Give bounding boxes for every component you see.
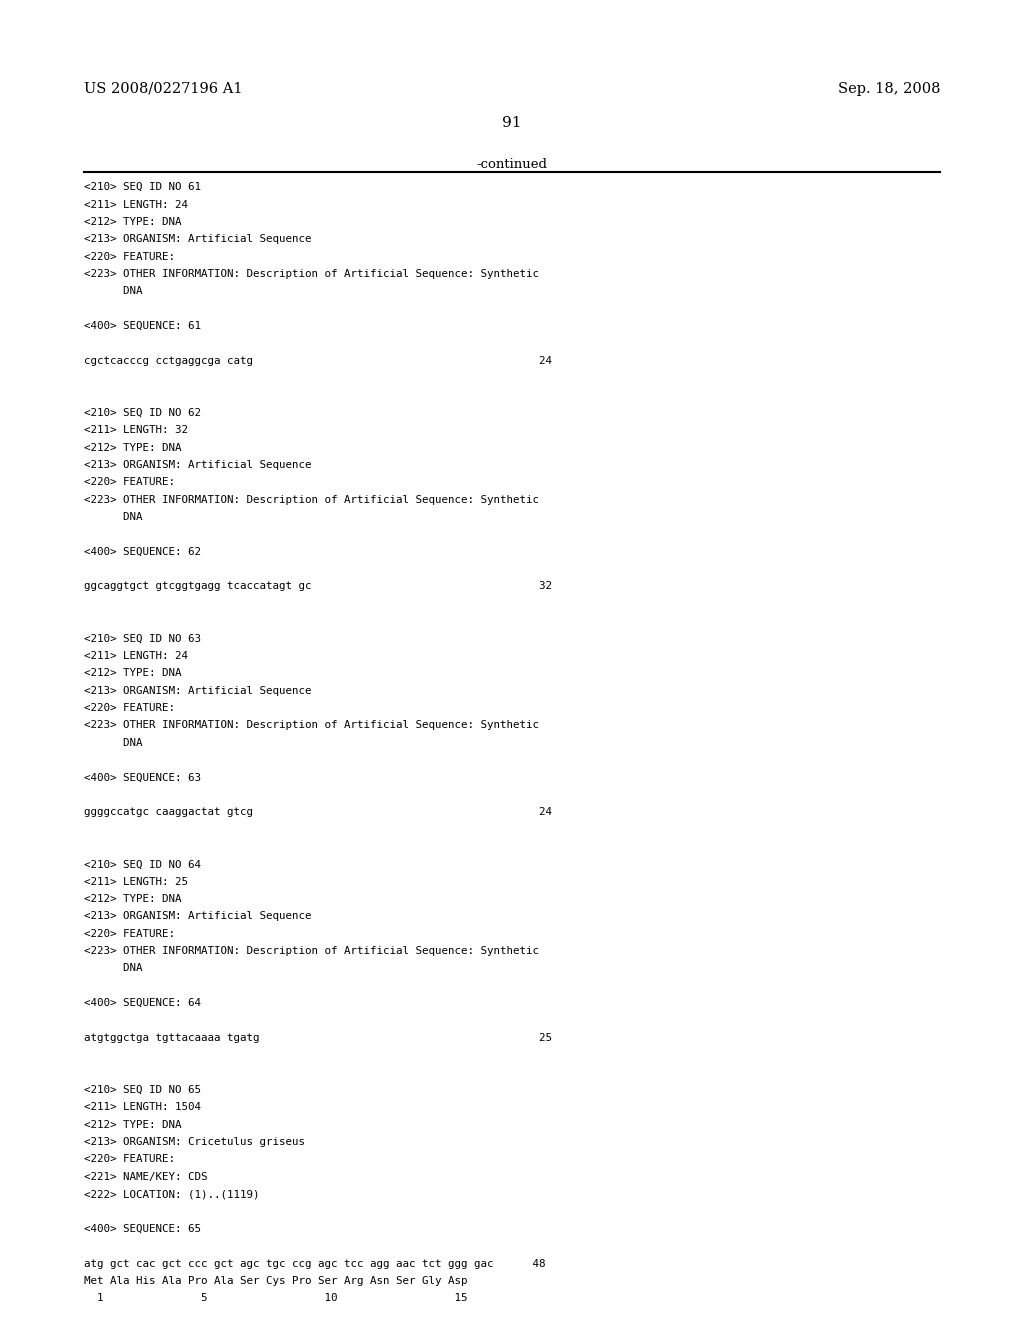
Text: <212> TYPE: DNA: <212> TYPE: DNA xyxy=(84,442,181,453)
Text: 91: 91 xyxy=(502,116,522,131)
Text: <213> ORGANISM: Artificial Sequence: <213> ORGANISM: Artificial Sequence xyxy=(84,911,311,921)
Text: <211> LENGTH: 24: <211> LENGTH: 24 xyxy=(84,651,188,661)
Text: <213> ORGANISM: Cricetulus griseus: <213> ORGANISM: Cricetulus griseus xyxy=(84,1137,305,1147)
Text: atgtggctga tgttacaaaa tgatg                                           25: atgtggctga tgttacaaaa tgatg 25 xyxy=(84,1032,552,1043)
Text: cgctcacccg cctgaggcga catg                                            24: cgctcacccg cctgaggcga catg 24 xyxy=(84,356,552,366)
Text: <223> OTHER INFORMATION: Description of Artificial Sequence: Synthetic: <223> OTHER INFORMATION: Description of … xyxy=(84,269,539,279)
Text: <212> TYPE: DNA: <212> TYPE: DNA xyxy=(84,668,181,678)
Text: <212> TYPE: DNA: <212> TYPE: DNA xyxy=(84,894,181,904)
Text: DNA: DNA xyxy=(84,964,142,973)
Text: <212> TYPE: DNA: <212> TYPE: DNA xyxy=(84,216,181,227)
Text: <213> ORGANISM: Artificial Sequence: <213> ORGANISM: Artificial Sequence xyxy=(84,685,311,696)
Text: <211> LENGTH: 32: <211> LENGTH: 32 xyxy=(84,425,188,436)
Text: DNA: DNA xyxy=(84,738,142,747)
Text: <220> FEATURE:: <220> FEATURE: xyxy=(84,704,175,713)
Text: <400> SEQUENCE: 65: <400> SEQUENCE: 65 xyxy=(84,1224,201,1234)
Text: US 2008/0227196 A1: US 2008/0227196 A1 xyxy=(84,82,243,96)
Text: ggcaggtgct gtcggtgagg tcaccatagt gc                                   32: ggcaggtgct gtcggtgagg tcaccatagt gc 32 xyxy=(84,582,552,591)
Text: <221> NAME/KEY: CDS: <221> NAME/KEY: CDS xyxy=(84,1172,208,1181)
Text: <223> OTHER INFORMATION: Description of Artificial Sequence: Synthetic: <223> OTHER INFORMATION: Description of … xyxy=(84,721,539,730)
Text: <211> LENGTH: 1504: <211> LENGTH: 1504 xyxy=(84,1102,201,1113)
Text: <212> TYPE: DNA: <212> TYPE: DNA xyxy=(84,1119,181,1130)
Text: <220> FEATURE:: <220> FEATURE: xyxy=(84,478,175,487)
Text: <400> SEQUENCE: 64: <400> SEQUENCE: 64 xyxy=(84,998,201,1008)
Text: <211> LENGTH: 24: <211> LENGTH: 24 xyxy=(84,199,188,210)
Text: <220> FEATURE:: <220> FEATURE: xyxy=(84,252,175,261)
Text: <213> ORGANISM: Artificial Sequence: <213> ORGANISM: Artificial Sequence xyxy=(84,234,311,244)
Text: Met Ala His Ala Pro Ala Ser Cys Pro Ser Arg Asn Ser Gly Asp: Met Ala His Ala Pro Ala Ser Cys Pro Ser … xyxy=(84,1276,468,1286)
Text: 1               5                  10                  15: 1 5 10 15 xyxy=(84,1294,468,1303)
Text: <220> FEATURE:: <220> FEATURE: xyxy=(84,1155,175,1164)
Text: <222> LOCATION: (1)..(1119): <222> LOCATION: (1)..(1119) xyxy=(84,1189,259,1199)
Text: <210> SEQ ID NO 61: <210> SEQ ID NO 61 xyxy=(84,182,201,193)
Text: <400> SEQUENCE: 62: <400> SEQUENCE: 62 xyxy=(84,546,201,557)
Text: <211> LENGTH: 25: <211> LENGTH: 25 xyxy=(84,876,188,887)
Text: <210> SEQ ID NO 62: <210> SEQ ID NO 62 xyxy=(84,408,201,418)
Text: <223> OTHER INFORMATION: Description of Artificial Sequence: Synthetic: <223> OTHER INFORMATION: Description of … xyxy=(84,495,539,504)
Text: atg gct cac gct ccc gct agc tgc ccg agc tcc agg aac tct ggg gac      48: atg gct cac gct ccc gct agc tgc ccg agc … xyxy=(84,1258,546,1269)
Text: DNA: DNA xyxy=(84,512,142,521)
Text: Sep. 18, 2008: Sep. 18, 2008 xyxy=(838,82,940,96)
Text: <210> SEQ ID NO 65: <210> SEQ ID NO 65 xyxy=(84,1085,201,1094)
Text: -continued: -continued xyxy=(476,158,548,172)
Text: <220> FEATURE:: <220> FEATURE: xyxy=(84,929,175,939)
Text: DNA: DNA xyxy=(84,286,142,296)
Text: <400> SEQUENCE: 61: <400> SEQUENCE: 61 xyxy=(84,321,201,331)
Text: ggggccatgc caaggactat gtcg                                            24: ggggccatgc caaggactat gtcg 24 xyxy=(84,807,552,817)
Text: <213> ORGANISM: Artificial Sequence: <213> ORGANISM: Artificial Sequence xyxy=(84,459,311,470)
Text: <400> SEQUENCE: 63: <400> SEQUENCE: 63 xyxy=(84,772,201,783)
Text: <223> OTHER INFORMATION: Description of Artificial Sequence: Synthetic: <223> OTHER INFORMATION: Description of … xyxy=(84,946,539,956)
Text: <210> SEQ ID NO 64: <210> SEQ ID NO 64 xyxy=(84,859,201,870)
Text: <210> SEQ ID NO 63: <210> SEQ ID NO 63 xyxy=(84,634,201,644)
